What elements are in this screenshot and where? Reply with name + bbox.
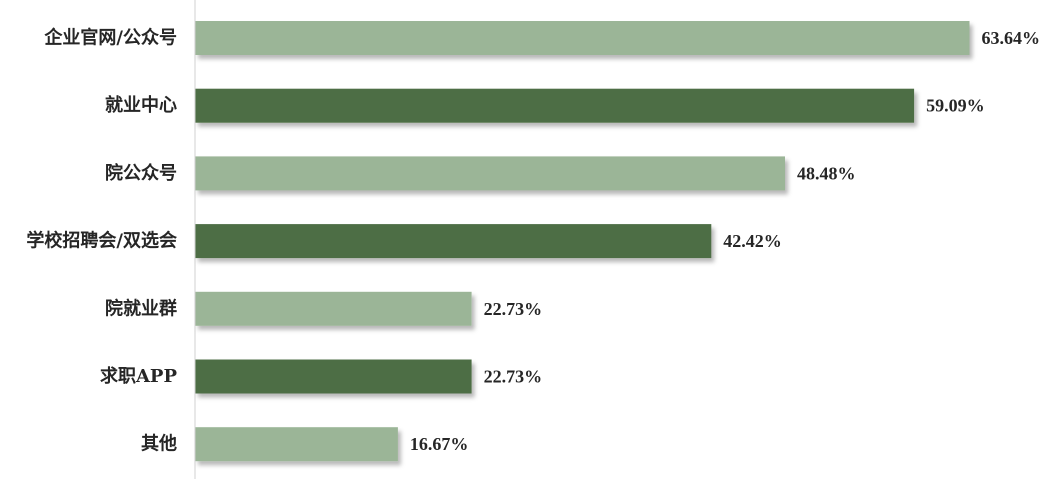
bar-5	[195, 291, 472, 326]
category-label-1: 企业官网/公众号	[43, 27, 177, 49]
category-label-4: 学校招聘会/双选会	[26, 230, 177, 252]
value-label-6: 22.73%	[484, 367, 542, 387]
value-label-4: 42.42%	[723, 231, 782, 251]
value-label-5: 22.73%	[484, 299, 542, 319]
category-label-3: 院公众号	[105, 162, 177, 184]
bar-3	[195, 156, 785, 191]
value-label-2: 59.09%	[926, 96, 985, 116]
bar-2	[195, 88, 915, 123]
value-label-3: 48.48%	[797, 163, 856, 183]
category-label-5: 院就业群	[105, 297, 177, 319]
category-label-2: 就业中心	[105, 94, 177, 116]
bar-6	[195, 359, 472, 394]
bar-4	[195, 224, 712, 259]
bar-7	[195, 427, 398, 462]
category-label-7: 其他	[141, 433, 177, 455]
value-label-7: 16.67%	[410, 434, 469, 454]
value-label-1: 63.64%	[982, 28, 1041, 48]
category-label-6: 求职APP	[100, 365, 178, 387]
bar-1	[195, 21, 970, 55]
